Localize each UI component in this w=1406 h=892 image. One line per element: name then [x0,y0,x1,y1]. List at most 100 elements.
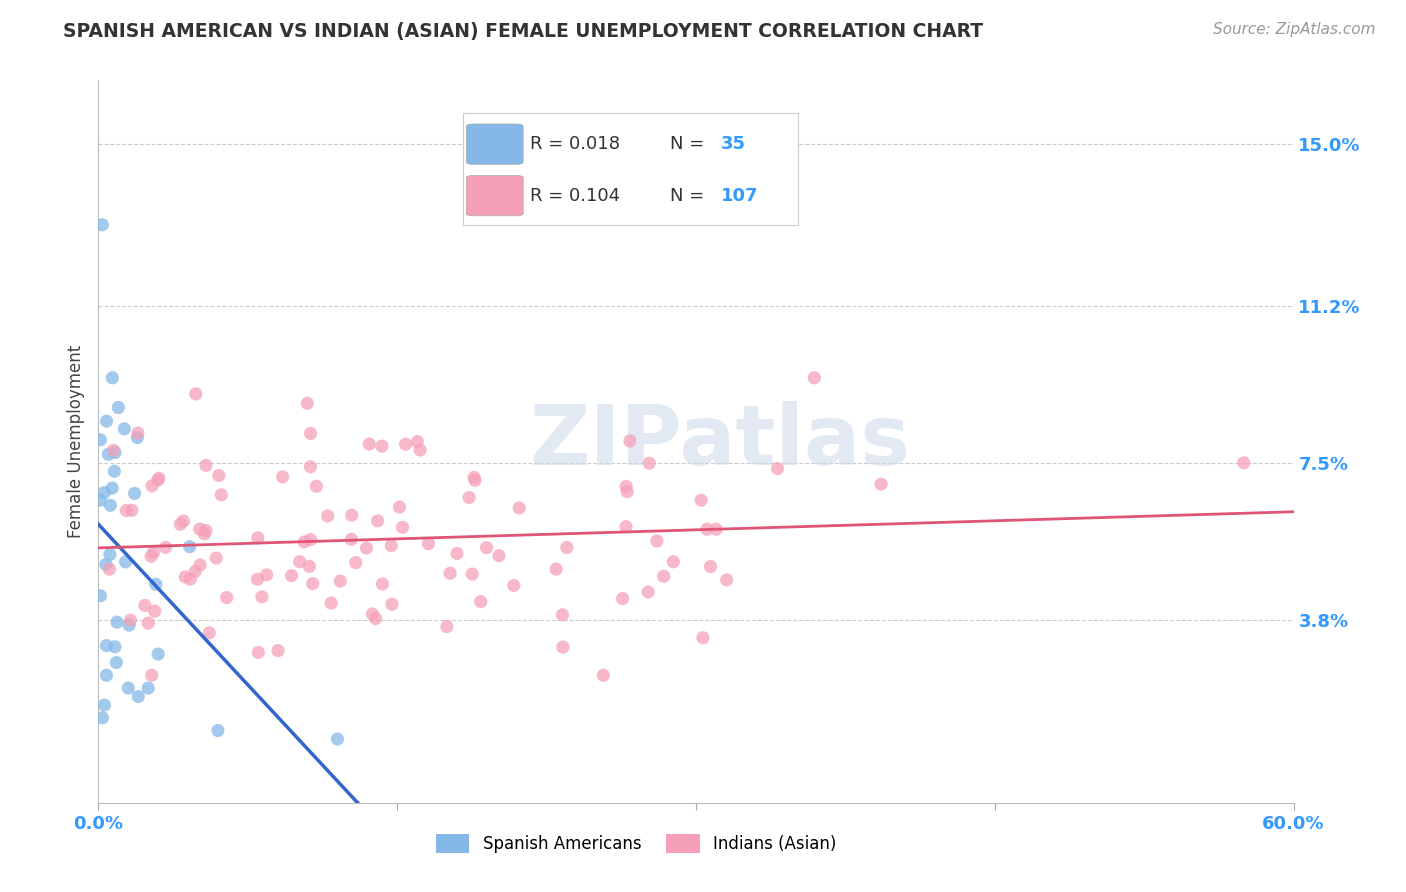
Point [409,443,432,458]
Point [148,647,170,661]
Point [205,551,228,566]
Point [645,534,668,549]
Point [93,485,115,500]
Point [446,547,468,561]
Point [406,434,429,449]
Point [97,447,120,461]
Legend: Spanish Americans, Indians (Asian): Spanish Americans, Indians (Asian) [429,827,844,860]
Point [436,619,458,633]
Text: ZIPatlas: ZIPatlas [530,401,910,482]
Point [696,522,718,536]
Text: Source: ZipAtlas.com: Source: ZipAtlas.com [1212,22,1375,37]
Point [380,539,402,553]
Point [127,425,149,440]
Point [280,568,302,582]
Point [326,732,349,747]
Point [118,618,141,632]
Point [143,604,166,618]
Point [870,477,893,491]
Point [464,473,486,487]
Point [104,640,127,654]
Point [124,486,146,500]
Point [141,479,163,493]
Point [463,470,485,484]
Point [637,585,659,599]
Point [127,431,149,445]
Point [371,439,394,453]
Point [321,596,343,610]
Point [294,535,316,549]
Point [508,500,530,515]
Point [418,536,440,550]
Point [101,481,124,495]
Point [551,607,574,622]
Point [766,461,789,475]
Point [316,508,339,523]
Point [305,479,328,493]
Point [592,668,614,682]
Point [155,541,177,555]
Point [704,522,727,536]
Point [394,437,416,451]
Point [638,456,661,470]
Point [391,520,413,534]
Point [614,519,637,533]
Point [299,459,322,474]
Point [555,541,578,555]
Y-axis label: Female Unemployment: Female Unemployment [66,345,84,538]
Point [184,565,207,579]
Point [359,437,381,451]
Point [134,599,156,613]
Point [93,698,115,712]
Point [193,526,215,541]
Point [120,613,142,627]
Point [91,218,114,232]
Point [209,488,232,502]
Point [148,471,170,485]
Point [246,531,269,545]
Point [619,434,641,448]
Point [616,484,638,499]
Point [188,558,211,572]
Point [612,591,634,606]
Point [107,401,129,415]
Point [329,574,352,588]
Point [551,640,574,654]
Point [340,533,363,547]
Point [146,473,169,487]
Text: SPANISH AMERICAN VS INDIAN (ASIAN) FEMALE UNEMPLOYMENT CORRELATION CHART: SPANISH AMERICAN VS INDIAN (ASIAN) FEMAL… [63,22,983,41]
Point [298,559,321,574]
Point [141,549,163,564]
Point [141,668,163,682]
Point [301,576,323,591]
Point [114,555,136,569]
Point [692,631,714,645]
Point [98,498,122,512]
Point [297,396,319,410]
Point [127,690,149,704]
Point [803,371,825,385]
Point [101,371,124,385]
Point [117,681,139,695]
Point [246,572,269,586]
Point [121,503,143,517]
Point [94,558,117,572]
Point [105,656,128,670]
Point [179,572,201,586]
Point [198,625,221,640]
Point [356,541,378,555]
Point [169,517,191,532]
Point [105,615,128,629]
Point [96,639,118,653]
Point [439,566,461,581]
Point [271,470,294,484]
Point [89,493,111,508]
Point [344,556,367,570]
Point [470,594,492,608]
Point [136,616,159,631]
Point [614,479,637,493]
Point [361,607,384,621]
Point [662,555,685,569]
Point [247,645,270,659]
Point [173,514,195,528]
